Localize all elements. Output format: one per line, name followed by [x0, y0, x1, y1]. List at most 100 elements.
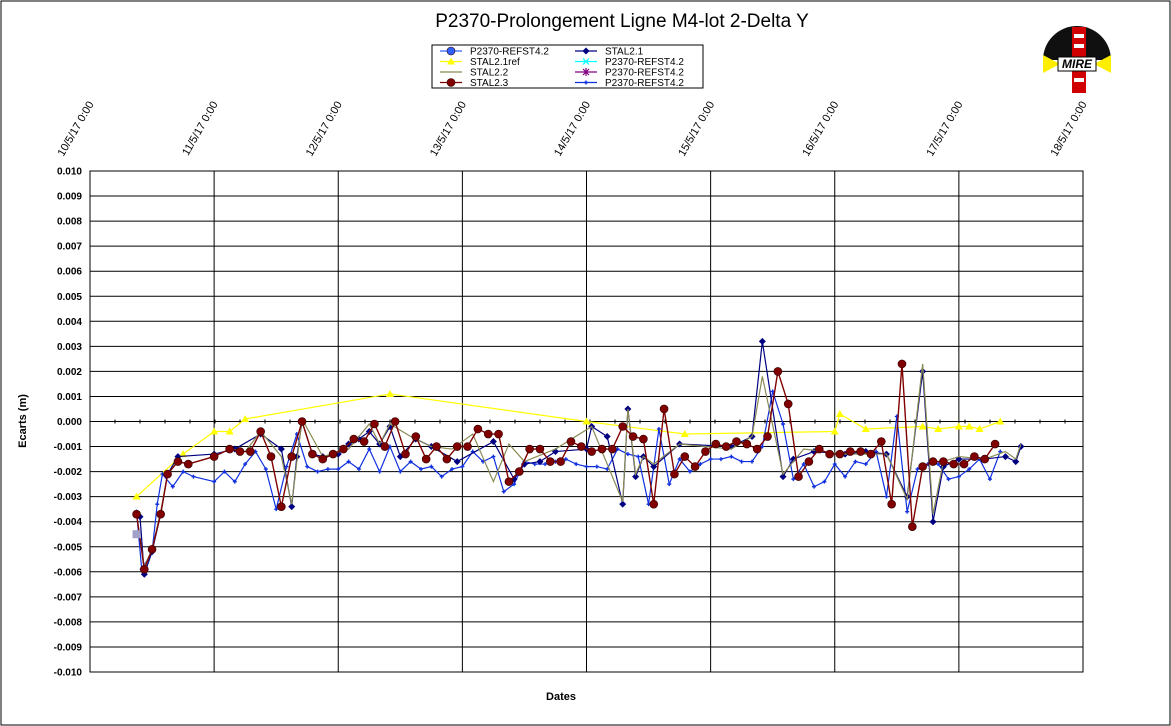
chart-title: P2370-Prolongement Ligne M4-lot 2-Delta …: [435, 11, 809, 32]
data-point: [147, 544, 157, 554]
data-point: [967, 467, 972, 472]
data-point: [210, 427, 219, 435]
y-tick-label: 0.006: [57, 267, 82, 278]
data-point: [287, 452, 297, 461]
data-point: [349, 434, 359, 444]
logo-right-arrow: [1094, 55, 1111, 73]
data-point: [866, 449, 876, 459]
y-tick-label: -0.004: [54, 517, 83, 528]
data-point: [884, 494, 889, 499]
data-point: [1012, 458, 1020, 466]
data-point: [781, 422, 786, 427]
data-point: [659, 404, 669, 414]
data-point: [179, 450, 188, 458]
data-point: [222, 469, 227, 474]
data-point: [835, 409, 844, 417]
series-p2370-refst4-2: [132, 530, 141, 539]
data-point: [225, 444, 234, 454]
data-point: [494, 429, 503, 439]
data-point: [779, 473, 787, 481]
data-point: [520, 460, 528, 468]
data-point: [297, 417, 307, 426]
data-point: [721, 442, 731, 451]
data-point: [625, 452, 630, 457]
data-point: [170, 484, 175, 489]
data-point: [284, 464, 289, 469]
data-point: [825, 449, 834, 459]
data-point: [489, 438, 497, 446]
gridlines: [90, 171, 1083, 672]
data-point: [582, 417, 591, 425]
data-point: [861, 425, 870, 433]
data-point: [954, 422, 963, 430]
data-point: [990, 439, 1000, 449]
legend-label: P2370-REFST4.2: [605, 78, 684, 89]
data-point: [173, 457, 183, 466]
data-point: [587, 447, 596, 456]
data-point: [266, 452, 276, 461]
data-point: [132, 530, 141, 539]
logo-left-arrow: [1043, 55, 1060, 73]
legend-marker: [582, 47, 590, 55]
data-point: [687, 469, 692, 474]
y-tick-label: -0.008: [54, 617, 83, 628]
x-axis-label: Dates: [546, 691, 576, 703]
data-point: [639, 434, 648, 444]
data-point: [908, 522, 917, 532]
series-stal2-1ref: [132, 389, 1005, 500]
data-point: [163, 469, 172, 479]
logo-ruler-mark: [1074, 34, 1084, 38]
data-point: [543, 462, 548, 467]
data-point: [584, 464, 589, 469]
data-point: [965, 422, 974, 430]
y-axis-label: Ecarts (m): [17, 394, 29, 448]
data-point: [656, 427, 661, 432]
data-point: [225, 427, 234, 435]
data-point: [501, 489, 506, 494]
data-point: [246, 447, 255, 456]
data-point: [594, 464, 599, 469]
data-point: [739, 459, 744, 464]
data-point: [336, 467, 341, 472]
y-tick-label: -0.001: [54, 442, 83, 453]
y-tick-label: 0.000: [57, 417, 82, 428]
data-point: [473, 424, 483, 434]
data-point: [183, 459, 193, 469]
data-point: [812, 484, 817, 489]
data-point: [835, 449, 845, 459]
data-point: [752, 444, 762, 454]
y-tick-label: 0.010: [57, 167, 82, 178]
data-point: [975, 425, 984, 433]
data-point: [452, 442, 462, 451]
data-point: [545, 457, 555, 466]
data-point: [325, 467, 330, 472]
legend-label: P2370-REFST4.2: [605, 68, 684, 79]
data-point: [277, 502, 286, 511]
data-point: [398, 469, 403, 474]
data-point: [801, 462, 806, 467]
data-point: [328, 449, 338, 459]
data-point: [980, 454, 990, 464]
legend-box: [431, 44, 704, 89]
data-point: [390, 417, 400, 426]
data-point: [232, 479, 237, 484]
data-point: [1001, 453, 1009, 461]
data-point: [315, 469, 320, 474]
data-point: [504, 477, 514, 486]
data-point: [670, 469, 679, 479]
legend-marker: [446, 78, 456, 87]
data-point: [181, 469, 186, 474]
series-stal2-3: [132, 359, 1000, 574]
data-point: [887, 499, 896, 509]
data-point: [256, 427, 265, 436]
data-point: [636, 454, 641, 459]
data-point: [608, 444, 617, 454]
data-point: [853, 459, 858, 464]
data-point: [996, 417, 1005, 425]
data-point: [718, 457, 723, 462]
plot-area: 0.010 0.009 0.008 0.007 0.006 0.005 0.004 0.003…: [54, 100, 1090, 679]
data-point: [512, 482, 517, 487]
data-point: [936, 462, 941, 467]
data-point: [346, 459, 351, 464]
